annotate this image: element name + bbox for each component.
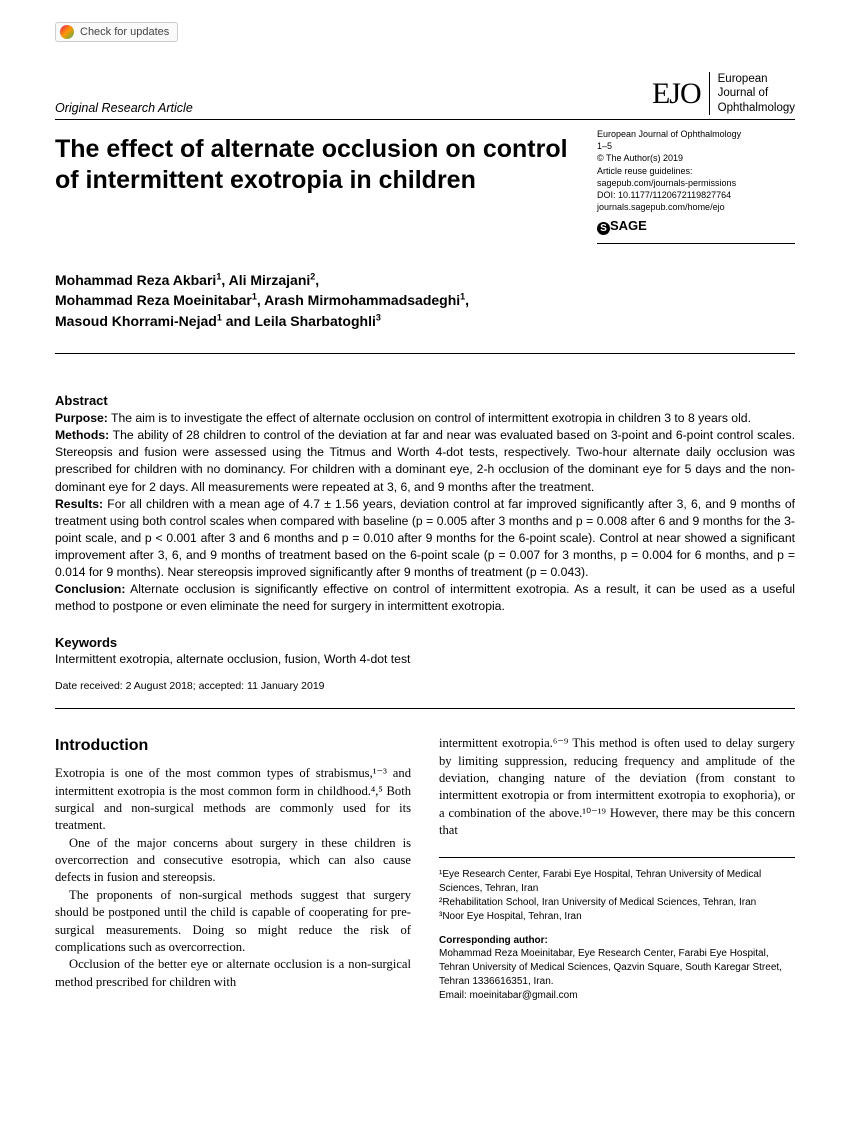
affiliations-box: ¹Eye Research Center, Farabi Eye Hospita… xyxy=(439,857,795,1002)
meta-doi: DOI: 10.1177/1120672119827764 xyxy=(597,189,795,201)
intro-paragraph: One of the major concerns about surgery … xyxy=(55,835,411,887)
journal-branding: EJO European Journal of Ophthalmology xyxy=(652,72,795,115)
header-row: Original Research Article EJO European J… xyxy=(55,72,795,120)
corresponding-author-heading: Corresponding author: xyxy=(439,934,795,948)
methods-label: Methods: xyxy=(55,428,109,442)
meta-journal-link[interactable]: journals.sagepub.com/home/ejo xyxy=(597,201,795,213)
intro-paragraph: The proponents of non-surgical methods s… xyxy=(55,887,411,957)
meta-line: 1–5 xyxy=(597,140,795,152)
sage-logo: SSAGE xyxy=(597,217,795,235)
corresponding-author-text: Mohammad Reza Moeinitabar, Eye Research … xyxy=(439,947,795,988)
corresponding-author-email[interactable]: Email: moeinitabar@gmail.com xyxy=(439,989,795,1003)
ejo-logo: EJO xyxy=(652,77,701,111)
check-updates-label: Check for updates xyxy=(80,26,169,38)
intro-paragraph: Exotropia is one of the most common type… xyxy=(55,765,411,835)
affiliation: ¹Eye Research Center, Farabi Eye Hospita… xyxy=(439,868,795,896)
abstract-section: Abstract Purpose: The aim is to investig… xyxy=(55,392,795,615)
crossmark-icon xyxy=(60,25,74,39)
abstract-conclusion: Conclusion: Alternate occlusion is signi… xyxy=(55,581,795,615)
article-page: Check for updates Original Research Arti… xyxy=(0,0,850,1043)
journal-name: European Journal of Ophthalmology xyxy=(709,72,795,115)
purpose-text: The aim is to investigate the effect of … xyxy=(108,411,751,425)
meta-line: European Journal of Ophthalmology xyxy=(597,128,795,140)
abstract-results: Results: For all children with a mean ag… xyxy=(55,496,795,581)
left-column: Introduction Exotropia is one of the mos… xyxy=(55,735,411,1002)
intro-paragraph: Occlusion of the better eye or alternate… xyxy=(55,956,411,991)
abstract-heading: Abstract xyxy=(55,392,795,410)
body-columns: Introduction Exotropia is one of the mos… xyxy=(55,735,795,1002)
sage-s-icon: S xyxy=(597,222,610,235)
meta-line: © The Author(s) 2019 xyxy=(597,152,795,164)
results-text: For all children with a mean age of 4.7 … xyxy=(55,497,795,579)
conclusion-label: Conclusion: xyxy=(55,582,125,596)
purpose-label: Purpose: xyxy=(55,411,108,425)
affiliation: ³Noor Eye Hospital, Tehran, Iran xyxy=(439,910,795,924)
authors: Mohammad Reza Akbari1, Ali Mirzajani2, M… xyxy=(55,270,795,354)
intro-paragraph: intermittent exotropia.⁶⁻⁹ This method i… xyxy=(439,735,795,839)
date-received: Date received: 2 August 2018; accepted: … xyxy=(55,680,795,709)
journal-name-line: European xyxy=(718,72,795,86)
affiliation: ²Rehabilitation School, Iran University … xyxy=(439,896,795,910)
abstract-methods: Methods: The ability of 28 children to c… xyxy=(55,427,795,495)
results-label: Results: xyxy=(55,497,103,511)
article-title: The effect of alternate occlusion on con… xyxy=(55,128,575,244)
conclusion-text: Alternate occlusion is significantly eff… xyxy=(55,582,795,613)
article-meta: European Journal of Ophthalmology 1–5 © … xyxy=(597,128,795,244)
article-type: Original Research Article xyxy=(55,101,193,115)
title-block: The effect of alternate occlusion on con… xyxy=(55,128,795,256)
abstract-purpose: Purpose: The aim is to investigate the e… xyxy=(55,410,795,427)
sage-text: SAGE xyxy=(610,218,647,233)
check-for-updates-button[interactable]: Check for updates xyxy=(55,22,178,42)
keywords-text: Intermittent exotropia, alternate occlus… xyxy=(55,652,795,666)
meta-line: Article reuse guidelines: xyxy=(597,165,795,177)
meta-permissions-link[interactable]: sagepub.com/journals-permissions xyxy=(597,177,795,189)
right-column: intermittent exotropia.⁶⁻⁹ This method i… xyxy=(439,735,795,1002)
keywords-heading: Keywords xyxy=(55,635,795,650)
introduction-heading: Introduction xyxy=(55,735,411,757)
journal-name-line: Journal of xyxy=(718,86,795,100)
journal-name-line: Ophthalmology xyxy=(718,101,795,115)
methods-text: The ability of 28 children to control of… xyxy=(55,428,795,493)
